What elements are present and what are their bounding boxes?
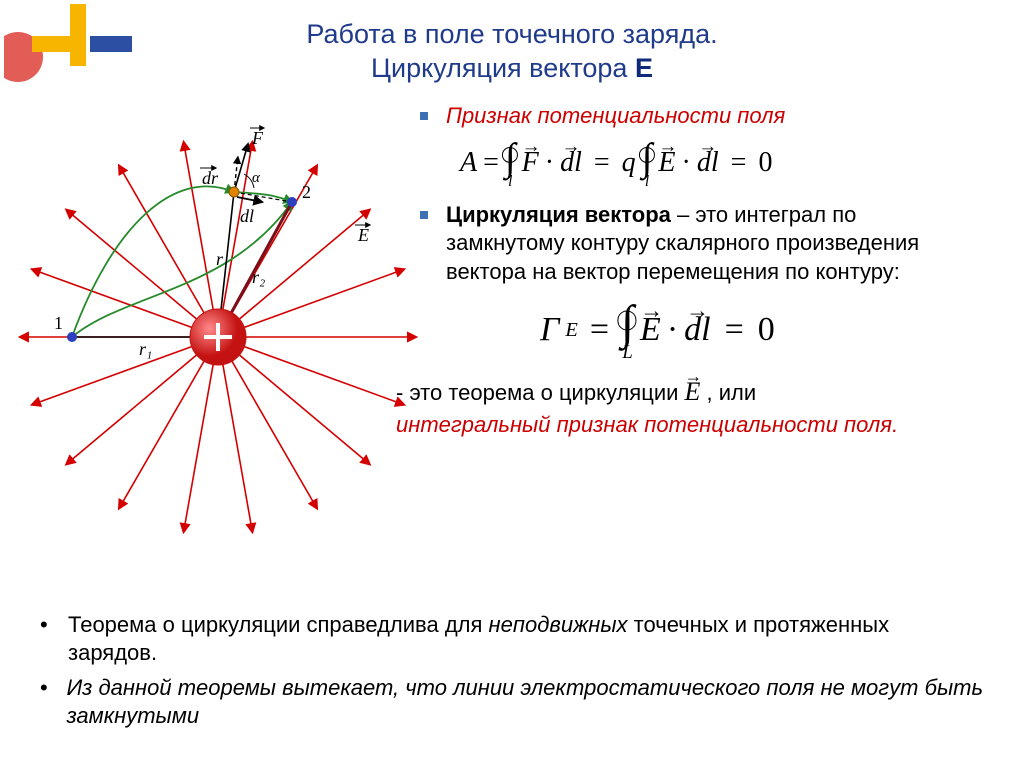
svg-text:dl: dl [240, 206, 254, 226]
svg-text:r: r [216, 249, 224, 269]
svg-text:dr: dr [202, 168, 219, 188]
potential-label: Признак потенциальности поля [446, 102, 785, 131]
svg-text:E: E [357, 225, 369, 245]
svg-text:r₁: r₁ [139, 339, 152, 359]
text-content: Признак потенциальности поля A = ∫l F · … [420, 102, 1010, 440]
svg-text:1: 1 [54, 313, 63, 333]
title-line1: Работа в поле точечного заряда. [306, 19, 717, 49]
formula-work: A = ∫l F · dl = q ∫l E · dl = 0 [460, 140, 970, 187]
bottom-note-2: • Из данной теоремы вытекает, что линии … [40, 674, 984, 731]
bottom-notes: • Теорема о циркуляции справедлива для н… [40, 611, 984, 737]
svg-text:α: α [252, 170, 261, 186]
bullet-circulation: Циркуляция вектора – это интеграл по зам… [420, 201, 970, 287]
bullet-potential: Признак потенциальности поля [420, 102, 970, 131]
formula-circulation: ΓE = ∫L E · dl = 0 [540, 302, 970, 358]
title-line2b: E [635, 53, 653, 83]
svg-text:2: 2 [302, 182, 311, 202]
svg-text:r₂: r₂ [252, 267, 265, 287]
closing-text: - это теорема о циркуляции E , или интег… [396, 374, 970, 439]
field-diagram: 1 2 r₁ r₂ r Fdr dl α E [0, 102, 420, 440]
slide-title: Работа в поле точечного заряда. Циркуляц… [0, 0, 1024, 86]
svg-text:F: F [251, 128, 264, 148]
title-line2a: Циркуляция вектора [371, 53, 635, 83]
bottom-note-1: • Теорема о циркуляции справедлива для н… [40, 611, 984, 668]
corner-decoration [4, 4, 134, 84]
circulation-bold: Циркуляция вектора [446, 202, 671, 227]
